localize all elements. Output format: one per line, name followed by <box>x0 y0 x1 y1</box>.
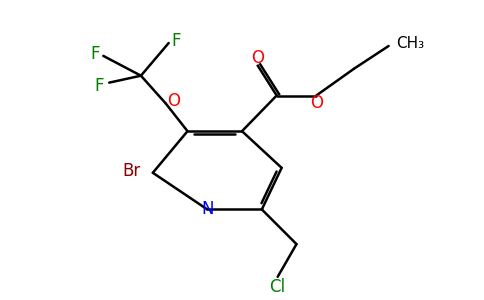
Text: O: O <box>167 92 180 110</box>
Text: F: F <box>172 32 182 50</box>
Text: CH₃: CH₃ <box>396 37 424 52</box>
Text: O: O <box>310 94 323 112</box>
Text: O: O <box>251 49 264 67</box>
Text: Cl: Cl <box>270 278 286 296</box>
Text: F: F <box>94 76 104 94</box>
Text: F: F <box>91 45 100 63</box>
Text: Br: Br <box>122 162 140 180</box>
Text: N: N <box>201 200 213 218</box>
